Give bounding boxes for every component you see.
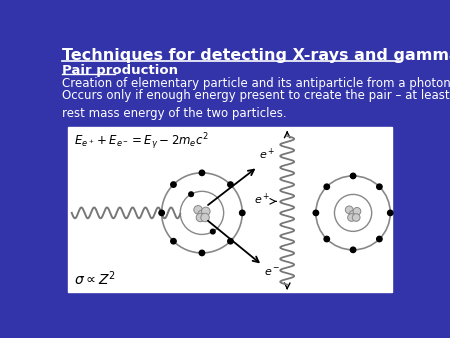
Circle shape [377,236,382,242]
Circle shape [171,239,176,244]
Circle shape [313,210,319,216]
Circle shape [324,236,329,242]
Circle shape [199,250,205,256]
Circle shape [199,170,205,175]
Circle shape [353,208,361,215]
Circle shape [201,213,209,222]
Circle shape [345,206,353,214]
Circle shape [198,210,206,219]
Circle shape [228,239,233,244]
Circle shape [348,214,356,221]
Text: Pair production: Pair production [63,64,179,77]
Text: $e^+$: $e^+$ [254,192,270,208]
Circle shape [196,213,205,222]
Circle shape [211,229,215,234]
Circle shape [351,247,356,252]
Text: $e^-$: $e^-$ [264,267,280,278]
Circle shape [228,182,233,187]
Circle shape [377,184,382,189]
Text: $E_{e^+} + E_{e^-} = E_{\gamma} - 2m_e c^2$: $E_{e^+} + E_{e^-} = E_{\gamma} - 2m_e c… [74,131,209,152]
Text: Techniques for detecting X-rays and gamma-rays: Techniques for detecting X-rays and gamm… [63,48,450,63]
Circle shape [194,206,202,214]
Circle shape [171,182,176,187]
Text: Occurs only if enough energy present to create the pair – at least the total
res: Occurs only if enough energy present to … [63,89,450,120]
Circle shape [202,207,210,216]
Circle shape [324,184,329,189]
Text: $\sigma \propto Z^2$: $\sigma \propto Z^2$ [74,269,116,288]
Circle shape [351,173,356,178]
FancyBboxPatch shape [68,127,392,292]
Circle shape [189,192,194,196]
Circle shape [387,210,393,216]
Circle shape [352,214,360,221]
Circle shape [159,210,164,216]
Text: $e^+$: $e^+$ [259,147,276,162]
Circle shape [349,211,357,218]
Text: Creation of elementary particle and its antiparticle from a photon.: Creation of elementary particle and its … [63,77,450,90]
Circle shape [239,210,245,216]
